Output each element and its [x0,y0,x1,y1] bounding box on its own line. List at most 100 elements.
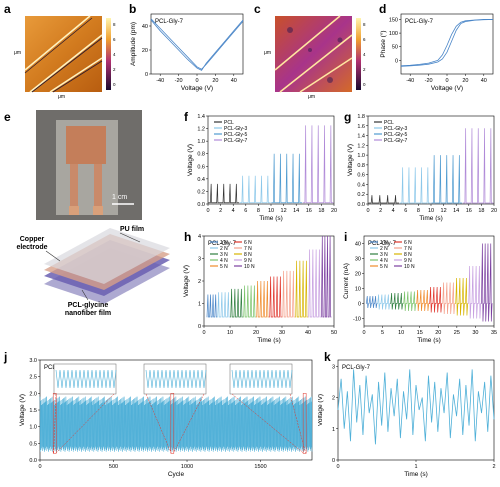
legend-label: 8 N [244,252,252,258]
panel-d: d -40 -20 0 20 40 0 50 100 150 Voltage (V) Phase (… [375,0,500,100]
panel-label-b: b [129,2,137,16]
afm-axis-y-a: μm [14,50,22,56]
x-tick-label: 25 [454,330,460,336]
x-tick-label: 4 [232,208,235,214]
x-tick-label: -40 [156,78,164,84]
pulse-series-6 [442,282,456,315]
x-tick-label: 500 [109,464,118,470]
x-axis-label: Time (s) [404,471,428,478]
x-tick-label: 20 [253,330,259,336]
x-tick-label: 14 [453,208,459,214]
y-tick-label: 50 [392,45,398,51]
y-tick-label: 100 [389,31,398,37]
y-tick-label: 0.0 [357,202,365,208]
x-tick-label: 20 [491,208,497,214]
y-tick-label: 1.6 [357,124,365,130]
legend-label: 1 N [220,240,228,246]
pulse-series-6 [282,270,295,318]
x-tick-label: 40 [231,78,237,84]
series-line-0 [337,369,495,445]
afm-axis-x-a: μm [58,94,66,100]
x-tick-label: 2 [219,208,222,214]
x-tick-label: 6 [244,208,247,214]
x-tick-label: 20 [212,78,218,84]
y-tick-label: 1.0 [357,153,365,159]
afm-topography-image-a [24,15,111,93]
afm-axis-y-c: μm [264,50,272,56]
panel-b: b -40 -20 0 20 40 0 20 40 Voltage (V) Amplitude (… [125,0,250,100]
y-axis-label: Voltage (V) [19,394,26,426]
x-tick-label: 10 [268,208,274,214]
y-axis-label: Current (nA) [343,263,350,299]
x-axis-label: Time (s) [257,337,281,344]
panel-label-f: f [184,110,188,124]
y-tick-label: 0.6 [197,164,205,170]
legend-label: 10 N [404,264,415,270]
durability-band [39,396,313,452]
afm-phase-image-c [274,15,361,93]
y-tick-label: 1 [332,427,335,433]
x-tick-label: 0 [195,78,198,84]
x-tick-label: 40 [305,330,311,336]
y-tick-label: 0.4 [197,177,205,183]
panel-g: g 0 2 4 6 8 10 12 14 16 18 20 0.0 0.2 0.4 0.6 0.8 1.0 1.2… [340,108,500,233]
legend-label: 1 N [380,240,388,246]
x-tick-label: 8 [257,208,260,214]
inset-connector [53,393,57,454]
inset-marker [52,393,57,454]
legend-label: 3 N [380,252,388,258]
panel-h: h 0 10 20 30 40 50 0 1 2 3 4 Time (s) Voltage (V) PCL… [180,228,340,353]
x-tick-label: 2 [492,464,495,470]
series-line-1 [150,19,244,71]
chart-b: -40 -20 0 20 40 0 20 40 Voltage (V) Amplitude (pm… [130,13,244,92]
panel-c: c μm μm 8 6 4 2 0 [250,0,375,100]
y-tick-label: 1.8 [357,114,365,120]
legend-label: PCL-Gly-3 [384,126,408,132]
pulse-series-7 [295,260,308,318]
inset-marker [170,393,175,454]
layer-label-pu: PU film [120,226,145,233]
x-tick-label: 8 [417,208,420,214]
y-tick-label: 0.0 [197,202,205,208]
legend-label: 9 N [244,258,252,264]
legend-label: PCL-Gly-3 [224,126,248,132]
x-tick-label: 30 [472,330,478,336]
legend-label: 8 N [404,252,412,258]
y-tick-label: 30 [355,257,361,263]
chart-h: 0 10 20 30 40 50 0 1 2 3 4 Time (s) Voltage (V) PCL-G… [183,234,337,344]
legend-label: 7 N [404,246,412,252]
plot-frame [363,235,495,327]
panel-e: e 1 cm [0,108,180,223]
afm-axis-x-c: μm [308,94,316,100]
inset-waveform [55,369,117,389]
y-tick-label: 0 [198,324,201,330]
y-tick-label: 0.6 [357,173,365,179]
legend-label: PCL [224,120,234,126]
pulse-series-7 [455,277,469,316]
y-tick-label: 3 [198,257,201,263]
pulse-series-0 [206,294,217,318]
x-tick-label: 12 [281,208,287,214]
legend-label: PCL-Gly-5 [224,132,248,138]
x-tick-label: 2 [379,208,382,214]
pulse-series-1 [377,294,391,310]
chart-i: 0 5 10 15 20 25 30 35 -10 0 10 20 30 40 Time (s) Curren… [343,235,497,344]
legend-label: PCL-Gly-5 [384,132,408,138]
x-tick-label: 30 [279,330,285,336]
pulse-series-9 [321,235,332,318]
legend-label: 4 N [380,258,388,264]
y-axis-label: Voltage (V) [183,265,190,297]
pulse-series-2 [390,292,404,310]
x-tick-label: 20 [462,78,468,84]
pulse-series-1 [399,167,431,204]
y-tick-label: 0.5 [29,441,37,447]
pulse-series-0 [365,295,378,309]
panel-label-c: c [254,2,261,16]
y-tick-label: 2 [332,396,335,402]
y-tick-label: 0.8 [357,163,365,169]
panel-label-g: g [344,110,352,124]
pulse-series-4 [416,289,430,312]
x-tick-label: 4 [392,208,395,214]
x-tick-label: 6 [404,208,407,214]
pulse-series-5 [429,286,443,313]
